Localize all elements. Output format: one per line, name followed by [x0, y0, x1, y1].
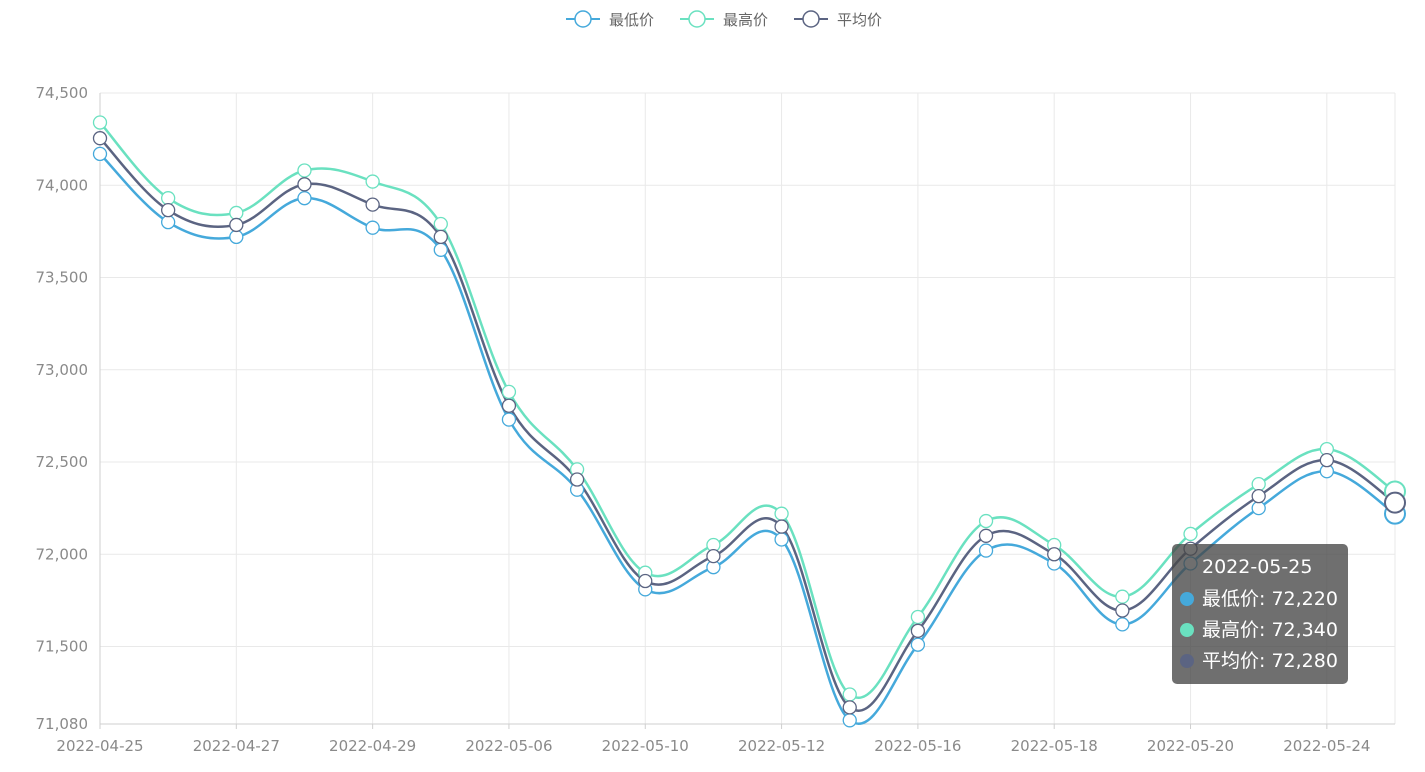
x-tick-label: 2022-04-27 — [193, 737, 280, 755]
tooltip-avg-text: 平均价: 72,280 — [1202, 650, 1338, 672]
data-point-high — [433, 216, 448, 232]
data-point-avg — [229, 217, 244, 233]
x-tick-label: 2022-05-18 — [1011, 737, 1098, 755]
data-point-high — [1251, 476, 1266, 492]
grid — [100, 92, 1396, 724]
data-point-avg — [1384, 491, 1406, 514]
data-point-low — [433, 242, 448, 257]
tooltip-high-text: 最高价: 72,340 — [1202, 619, 1338, 641]
data-point-high — [1183, 526, 1198, 542]
series-line-avg — [99, 137, 1396, 712]
tooltip-row-low: 最低价: 72,220 — [1180, 585, 1348, 616]
legend-marker-low — [574, 10, 592, 28]
x-tick-label: 2022-05-10 — [602, 737, 689, 755]
data-point-avg — [92, 131, 108, 146]
tooltip-row-high: 最高价: 72,340 — [1180, 616, 1348, 647]
data-point-low — [92, 146, 108, 162]
data-point-high — [365, 174, 380, 189]
y-tick-label: 74,500 — [36, 84, 89, 102]
data-point-low — [910, 637, 926, 652]
tooltip-dot-low — [1180, 592, 1194, 606]
data-point-avg — [1047, 547, 1062, 562]
data-point-avg — [161, 203, 176, 218]
x-tick-label: 2022-05-06 — [465, 737, 552, 755]
legend-label-low: 最低价 — [609, 11, 654, 29]
data-point-high — [910, 609, 926, 625]
data-point-high — [229, 205, 244, 221]
data-point-high — [297, 163, 312, 178]
data-point-high — [501, 384, 517, 400]
data-point-low — [1115, 617, 1130, 632]
data-point-avg — [910, 623, 926, 638]
data-point-avg — [638, 573, 653, 589]
data-point-low — [978, 543, 994, 558]
data-point-high — [978, 513, 994, 529]
data-point-avg — [1319, 453, 1334, 468]
y-tick-label: 73,500 — [36, 269, 89, 287]
y-tick-label: 72,000 — [36, 545, 89, 563]
x-tick-label: 2022-05-20 — [1147, 737, 1234, 755]
tooltip: 2022-05-25 最低价: 72,220 最高价: 72,340 平均价: … — [1172, 544, 1348, 684]
tooltip-low-text: 最低价: 72,220 — [1202, 588, 1338, 610]
series-line-high — [99, 121, 1396, 699]
data-point-low — [501, 412, 517, 427]
data-point-high — [1115, 589, 1130, 604]
legend-item-high[interactable]: 最高价 — [680, 10, 768, 29]
legend-marker-high — [688, 10, 706, 28]
legend-item-low[interactable]: 最低价 — [566, 10, 654, 29]
x-tick-label: 2022-04-29 — [329, 737, 416, 755]
tooltip-date: 2022-05-25 — [1202, 556, 1313, 578]
legend-item-avg[interactable]: 平均价 — [794, 10, 882, 29]
data-point-avg — [365, 197, 380, 212]
y-tick-label: 71,080 — [36, 715, 89, 733]
tooltip-dot-avg — [1180, 654, 1194, 668]
tooltip-dot-high — [1180, 623, 1194, 637]
data-point-low — [297, 191, 312, 206]
data-point-low — [365, 220, 380, 235]
legend-marker-avg — [802, 10, 820, 28]
data-point-low — [229, 229, 244, 245]
data-point-low — [1251, 500, 1266, 516]
data-point-high — [161, 191, 176, 206]
data-point-avg — [1115, 603, 1130, 618]
data-point-avg — [842, 700, 857, 715]
data-point-high — [92, 115, 108, 130]
legend-label-high: 最高价 — [723, 11, 768, 29]
legend[interactable]: 最低价 最高价 平均价 — [566, 10, 882, 29]
y-tick-label: 72,500 — [36, 453, 89, 471]
data-point-high — [774, 506, 789, 521]
data-point-low — [774, 532, 789, 547]
data-point-avg — [501, 398, 517, 413]
y-tick-label: 73,000 — [36, 361, 89, 379]
data-point-low — [842, 713, 857, 728]
y-tick-label: 74,000 — [36, 176, 89, 194]
x-tick-label: 2022-05-16 — [874, 737, 961, 755]
data-point-avg — [774, 519, 789, 534]
axes — [99, 93, 1395, 725]
series-lines[interactable] — [99, 121, 1396, 725]
x-tick-label: 2022-05-24 — [1283, 737, 1370, 755]
legend-label-avg: 平均价 — [837, 11, 882, 29]
data-point-high — [842, 687, 857, 702]
data-point-low — [161, 215, 176, 230]
data-point-avg — [978, 528, 994, 543]
x-tick-label: 2022-05-12 — [738, 737, 825, 755]
tooltip-row-avg: 平均价: 72,280 — [1180, 647, 1348, 678]
y-axis-ticks: 71,080 71,500 72,000 72,500 73,000 73,500 74,0… — [36, 84, 89, 733]
data-point-avg — [706, 548, 721, 564]
data-point-avg — [569, 472, 585, 487]
data-point-avg — [1251, 488, 1266, 504]
data-point-avg — [433, 229, 448, 245]
x-tick-label: 2022-04-25 — [56, 737, 143, 755]
series-line-low — [99, 153, 1396, 725]
y-tick-label: 71,500 — [36, 638, 89, 656]
x-axis-ticks: 2022-04-25 2022-04-27 2022-04-29 2022-05-06… — [56, 724, 1370, 755]
data-point-avg — [297, 177, 312, 192]
